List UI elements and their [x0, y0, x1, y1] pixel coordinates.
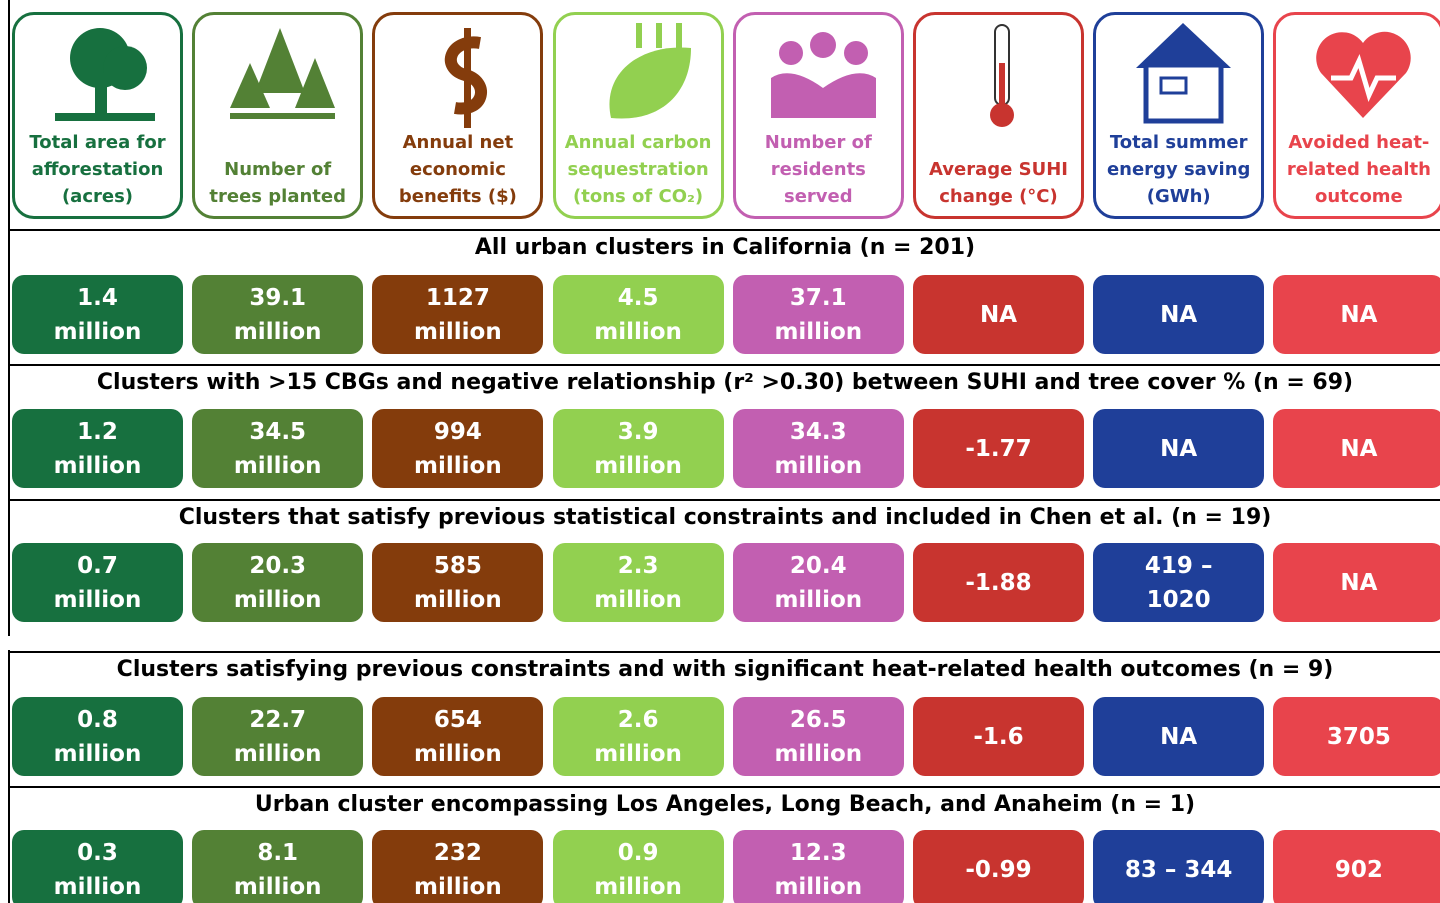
value-cell: 3.9 million: [552, 409, 724, 488]
header-card: Total summer energy saving (GWh): [1093, 12, 1265, 219]
value-cell: 0.9 million: [552, 830, 724, 903]
value-cell: 39.1 million: [192, 275, 364, 354]
value-cell: 34.5 million: [192, 409, 364, 488]
value-cell: 1.2 million: [12, 409, 183, 488]
value-cell: NA: [1273, 409, 1440, 488]
section-title: Urban cluster encompassing Los Angeles, …: [10, 786, 1440, 822]
column-label: Total area for afforestation (acres): [29, 132, 166, 207]
header-card: Number of residents served: [732, 12, 904, 219]
column-label: Avoided heat-related health outcome: [1286, 132, 1431, 207]
value-cell: 20.4 million: [732, 543, 904, 622]
value-cell: 3705: [1273, 697, 1440, 776]
value-cell: 654 million: [372, 697, 544, 776]
value-cell: 0.8 million: [12, 697, 183, 776]
value-cell: 26.5 million: [732, 697, 904, 776]
border-line: [8, 0, 10, 636]
value-cell: NA: [1093, 409, 1265, 488]
value-cell: 83 – 344: [1093, 830, 1265, 903]
value-cell: NA: [1273, 543, 1440, 622]
value-cell: 20.3 million: [192, 543, 364, 622]
value-cell: 902: [1273, 830, 1440, 903]
value-cell: 34.3 million: [732, 409, 904, 488]
icon: [55, 28, 155, 121]
value-cell: 585 million: [372, 543, 544, 622]
value-cell: 0.3 million: [12, 830, 183, 903]
value-cell: 8.1 million: [192, 830, 364, 903]
value-cell: 994 million: [372, 409, 544, 488]
section-title: Clusters that satisfy previous statistic…: [10, 499, 1440, 535]
value-cell: 0.7 million: [12, 543, 183, 622]
icon: [770, 32, 876, 118]
header-card: Average SUHI change (°C): [913, 12, 1084, 219]
header-card: Annual carbon sequestration (tons of CO₂…: [552, 12, 724, 219]
header-card: Annual net economic benefits ($): [372, 12, 544, 219]
icon: [1316, 31, 1412, 119]
value-cell: -0.99: [913, 830, 1084, 903]
value-cell: 2.6 million: [552, 697, 724, 776]
icon: [609, 23, 691, 119]
column-label: Number of trees planted: [209, 159, 346, 207]
icon: [990, 24, 1014, 127]
column-label: Average SUHI change (°C): [929, 159, 1068, 207]
icon: [1136, 23, 1232, 124]
value-cell: 2.3 million: [552, 543, 724, 622]
icon: [445, 28, 488, 128]
value-cell: 37.1 million: [732, 275, 904, 354]
value-cell: 22.7 million: [192, 697, 364, 776]
header-card: Number of trees planted: [192, 12, 364, 219]
value-cell: -1.77: [913, 409, 1084, 488]
section-title: All urban clusters in California (n = 20…: [10, 229, 1440, 265]
value-cell: 1127 million: [372, 275, 544, 354]
column-label: Annual net economic benefits ($): [398, 132, 517, 207]
value-cell: 4.5 million: [552, 275, 724, 354]
value-cell: NA: [1093, 275, 1265, 354]
value-cell: NA: [1273, 275, 1440, 354]
value-cell: NA: [1093, 697, 1265, 776]
section-title: Clusters satisfying previous constraints…: [10, 651, 1440, 687]
border-line: [8, 650, 10, 903]
header-card: Avoided heat-related health outcome: [1273, 12, 1440, 219]
value-cell: NA: [913, 275, 1084, 354]
value-cell: 1.4 million: [12, 275, 183, 354]
column-label: Annual carbon sequestration (tons of CO₂…: [564, 132, 712, 207]
value-cell: 232 million: [372, 830, 544, 903]
value-cell: 12.3 million: [732, 830, 904, 903]
section-title: Clusters with >15 CBGs and negative rela…: [10, 364, 1440, 400]
column-label: Number of residents served: [764, 132, 872, 207]
value-cell: -1.88: [913, 543, 1084, 622]
icon: [230, 28, 336, 119]
column-label: Total summer energy saving (GWh): [1106, 132, 1251, 207]
value-cell: 419 – 1020: [1093, 543, 1265, 622]
header-card: Total area for afforestation (acres): [12, 12, 183, 219]
value-cell: -1.6: [913, 697, 1084, 776]
